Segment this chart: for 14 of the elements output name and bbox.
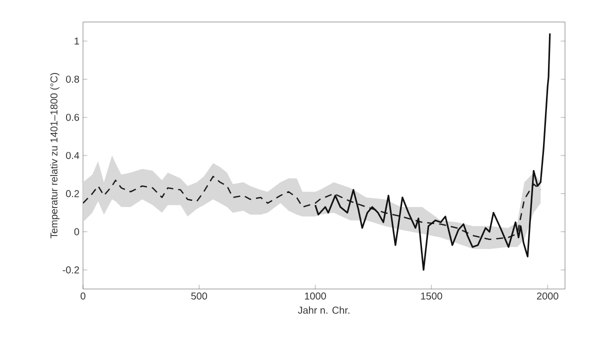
y-tick-label: 0 — [74, 228, 80, 236]
y-axis-title: Temperatur relativ zu 1401–1800 (°C) — [50, 73, 60, 238]
x-tick-label: 500 — [191, 292, 208, 300]
y-tick-label: -0.2 — [62, 266, 79, 274]
x-tick-label: 2000 — [537, 292, 558, 300]
y-tick-label: 0.4 — [66, 152, 80, 160]
y-tick-label: 0.6 — [66, 114, 80, 121]
y-tick-label: 0.2 — [66, 190, 79, 198]
x-tick-label: 1000 — [304, 292, 326, 300]
y-tick-label: 1 — [74, 38, 80, 44]
x-tick-label: 0 — [80, 292, 86, 300]
x-tick-label: 1500 — [421, 292, 442, 300]
x-axis-title: Jahr n. Chr. — [298, 306, 350, 314]
y-tick-label: 0.8 — [66, 76, 80, 83]
